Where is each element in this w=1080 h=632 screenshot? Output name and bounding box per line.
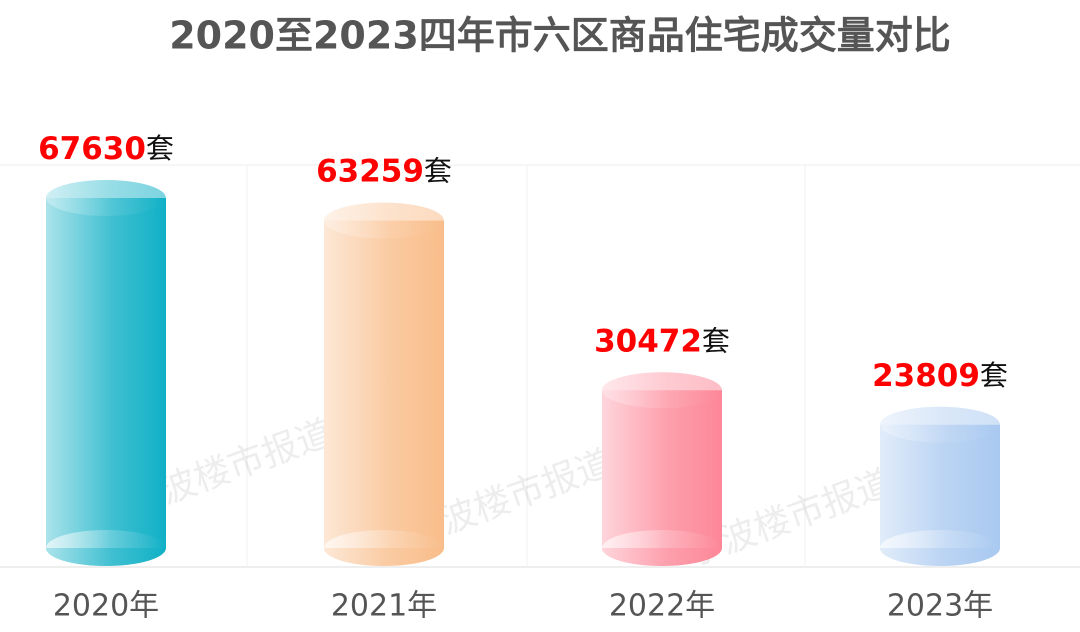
value-unit: 套 bbox=[980, 359, 1008, 392]
cylinder-shine-bottom bbox=[602, 530, 722, 566]
cylinder-top-shine bbox=[880, 406, 1000, 443]
value-unit: 套 bbox=[424, 155, 452, 188]
value-label: 67630套 bbox=[38, 131, 174, 167]
cylinder-shine bbox=[880, 424, 1000, 548]
cylinder-shine-bottom bbox=[324, 530, 444, 566]
value-number: 23809 bbox=[872, 357, 980, 393]
value-label: 63259套 bbox=[316, 153, 452, 189]
cylinder-shine bbox=[324, 220, 444, 548]
x-tick-label: 2021年 bbox=[331, 589, 437, 624]
value-number: 67630 bbox=[38, 131, 146, 167]
cylinder bbox=[324, 202, 444, 566]
value-number: 63259 bbox=[316, 153, 424, 189]
cylinder-shine-bottom bbox=[46, 530, 166, 566]
cylinder-shine bbox=[602, 390, 722, 548]
value-unit: 套 bbox=[702, 324, 730, 357]
x-tick-label: 2022年 bbox=[609, 589, 715, 624]
value-unit: 套 bbox=[146, 132, 174, 165]
cylinder bbox=[880, 406, 1000, 566]
cylinder-shine bbox=[46, 198, 166, 548]
cylinder bbox=[602, 372, 722, 566]
cylinder-shine-bottom bbox=[880, 530, 1000, 566]
cylinder-top-shine bbox=[602, 372, 722, 409]
cylinder bbox=[46, 180, 166, 566]
cylinder-top-shine bbox=[46, 180, 166, 216]
value-label: 23809套 bbox=[872, 357, 1008, 393]
value-label: 30472套 bbox=[594, 323, 730, 359]
chart-title: 2020至2023四年市六区商品住宅成交量对比 bbox=[169, 14, 951, 58]
cylinder-top-shine bbox=[324, 202, 444, 239]
x-tick-label: 2020年 bbox=[53, 589, 159, 624]
x-tick-label: 2023年 bbox=[887, 589, 993, 624]
value-number: 30472 bbox=[594, 323, 702, 359]
